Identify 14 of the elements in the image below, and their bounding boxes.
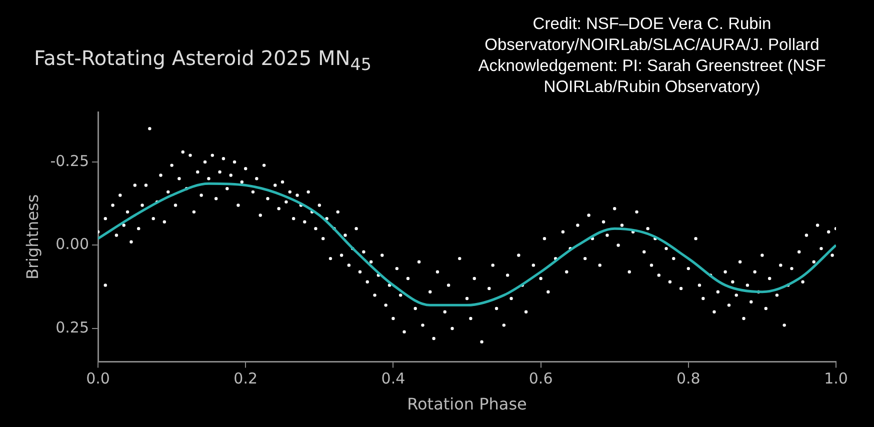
x-tick-label: 0.8 — [676, 370, 700, 388]
x-tick-label: 0.4 — [381, 370, 406, 388]
y-axis-title: Brightness — [22, 194, 42, 280]
x-tick-label: 0.0 — [86, 370, 110, 388]
chart-title: Fast-Rotating Asteroid 2025 MN$_{45}$ — [34, 46, 372, 74]
y-tick-label: 0.00 — [56, 235, 90, 254]
x-tick-label: 0.2 — [234, 370, 258, 388]
x-tick-label: 0.6 — [528, 370, 553, 388]
x-tick-label: 1.0 — [824, 370, 848, 388]
x-axis-title: Rotation Phase — [407, 394, 527, 414]
text: Credit: NSF–DOE Vera C. Rubin Observatory/NOIRLab/SLAC/AURA/J. Pollard Acknowledgement: PI: Sarah Greenstreet (NSF NOIRLab/Rubin Observatory) — [477, 14, 827, 98]
y-tick-label: 0.25 — [56, 318, 90, 336]
line-series — [98, 182, 836, 306]
y-tick-label: -0.25 — [50, 152, 90, 170]
